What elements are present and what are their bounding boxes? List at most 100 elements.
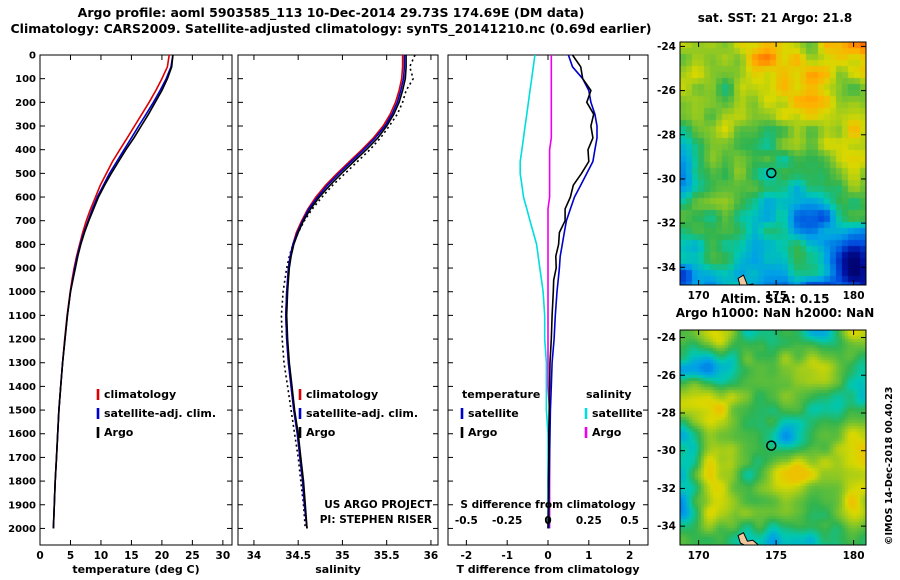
map-lon-tick-label: 175 [765, 290, 787, 302]
depth-tick-label: 1700 [8, 453, 36, 464]
map-lat-tick-label: -32 [657, 218, 676, 230]
map-lon-tick-label: 180 [843, 290, 865, 302]
x-tick-label: 35.5 [374, 550, 400, 562]
depth-tick-label: 1900 [8, 500, 36, 511]
temperature-profile-panel: 0 5 10 15 20 25 300100200300400500600700800900… [8, 51, 233, 576]
sla-map-subtitle: Argo h1000: NaN h2000: NaN [675, 306, 875, 320]
legend-label: satellite-adj. clim. [104, 407, 216, 420]
x-tick-label: -2 [461, 550, 473, 562]
map-lon-tick-label: 170 [688, 550, 710, 562]
map-lat-tick-label: -26 [657, 85, 676, 97]
salinity-profile-panel: 34 34.5 35 35.5 36 salinity climatology satelli… [237, 54, 439, 576]
depth-tick-label: 1500 [8, 406, 36, 417]
temperature-profile-series-satellite-adj-clim- [52, 54, 174, 529]
map-lat-tick-label: -30 [657, 173, 676, 185]
legend-label: Argo [104, 426, 134, 439]
map-lat-tick-label: -30 [657, 445, 676, 457]
float-position-marker [766, 167, 777, 179]
sla-map-title: Altim. SLA: 0.15 [720, 292, 830, 306]
temperature-profile-series-argo [52, 54, 174, 529]
depth-tick-label: 900 [15, 264, 36, 275]
difference-profile-panel: -2 -1 0 1 2T difference from climatology temp… [447, 54, 649, 576]
depth-tick-label: 400 [15, 145, 36, 156]
s-axis-tick-label: 0.25 [576, 515, 602, 527]
depth-tick-label: 100 [15, 74, 36, 85]
x-tick-label: 2 [626, 550, 633, 562]
depth-tick-label: 600 [15, 193, 36, 204]
depth-tick-label: 2000 [8, 524, 36, 535]
depth-tick-label: 300 [15, 122, 36, 133]
legend-label: satellite [468, 407, 519, 420]
float-position-marker [766, 440, 777, 451]
legend-label: Argo [306, 426, 336, 439]
legend-label: Argo [468, 426, 498, 439]
depth-tick-label: 800 [15, 240, 36, 251]
map-lat-tick-label: -26 [657, 370, 676, 382]
map-lon-tick-label: 170 [688, 290, 710, 302]
map-lat-tick-label: -24 [657, 41, 676, 53]
depth-tick-label: 700 [15, 216, 36, 227]
depth-tick-label: 1600 [8, 429, 36, 440]
map-lat-tick-label: -28 [657, 129, 676, 141]
legend-label: Argo [592, 426, 622, 439]
map-lat-tick-label: -34 [657, 521, 676, 533]
x-tick-label: 35 [335, 550, 350, 562]
depth-tick-label: 0 [29, 51, 36, 62]
x-axis-label: T difference from climatology [456, 563, 639, 576]
note-text: US ARGO PROJECT [324, 499, 433, 511]
salinity-profile-series-climatology-unadjusted-dotted- [280, 54, 416, 529]
x-tick-label: 36 [424, 550, 439, 562]
note-text: PI: STEPHEN RISER [320, 514, 432, 526]
page-subtitle: Climatology: CARS2009. Satellite-adjuste… [10, 21, 652, 36]
x-tick-label: 15 [124, 550, 139, 562]
depth-tick-label: 1000 [8, 287, 36, 298]
depth-tick-label: 1300 [8, 358, 36, 369]
legend-header: temperature [462, 388, 540, 401]
x-axis-label: salinity [315, 563, 361, 576]
legend-label: satellite [592, 407, 643, 420]
map-lat-tick-label: -24 [657, 332, 676, 344]
map-lat-tick-label: -34 [657, 262, 676, 274]
difference-profile-series-t-satellite [547, 54, 598, 529]
sst-map-title: sat. SST: 21 Argo: 21.8 [697, 11, 853, 25]
legend-label: climatology [104, 388, 176, 401]
difference-profile-series-t-argo [547, 54, 595, 529]
x-tick-label: 34 [247, 550, 262, 562]
depth-tick-label: 1100 [8, 311, 36, 322]
s-axis-tick-label: 0.5 [620, 515, 639, 527]
x-tick-label: 30 [216, 550, 231, 562]
x-tick-label: 25 [185, 550, 200, 562]
x-tick-label: 1 [585, 550, 592, 562]
depth-tick-label: 1800 [8, 477, 36, 488]
s-axis-tick-label: -0.25 [492, 515, 522, 527]
map-lat-tick-label: -32 [657, 483, 676, 495]
sst-map-image [680, 42, 866, 285]
sla-map-overlay: 170 175 180 -24 -26 -28 -30 -32 -34 [657, 329, 867, 562]
map-lon-tick-label: 180 [843, 550, 865, 562]
legend-label: climatology [306, 388, 378, 401]
depth-tick-label: 500 [15, 169, 36, 180]
x-tick-label: 20 [155, 550, 170, 562]
s-axis-label: S difference from climatology [460, 499, 635, 511]
depth-tick-label: 1200 [8, 335, 36, 346]
salinity-profile-series-argo [285, 55, 407, 529]
s-axis-tick-label: -0.5 [455, 515, 478, 527]
depth-tick-label: 1400 [8, 382, 36, 393]
sst-map-overlay: 170 175 180 -24 -26 -28 -30 -32 -34 [657, 41, 867, 302]
x-tick-label: 0 [36, 550, 43, 562]
x-tick-label: 10 [94, 550, 109, 562]
legend-header: salinity [586, 388, 632, 401]
s-axis-tick-label: 0 [544, 515, 551, 527]
page-title: Argo profile: aoml 5903585_113 10-Dec-20… [77, 5, 585, 20]
x-tick-label: 34.5 [285, 550, 311, 562]
map-lon-tick-label: 175 [765, 550, 787, 562]
coastline [737, 532, 767, 545]
x-tick-label: 5 [67, 550, 74, 562]
x-tick-label: -1 [501, 550, 513, 562]
x-tick-label: 0 [544, 550, 551, 562]
depth-tick-label: 200 [15, 98, 36, 109]
map-lat-tick-label: -28 [657, 407, 676, 419]
sla-map-image [680, 330, 866, 545]
